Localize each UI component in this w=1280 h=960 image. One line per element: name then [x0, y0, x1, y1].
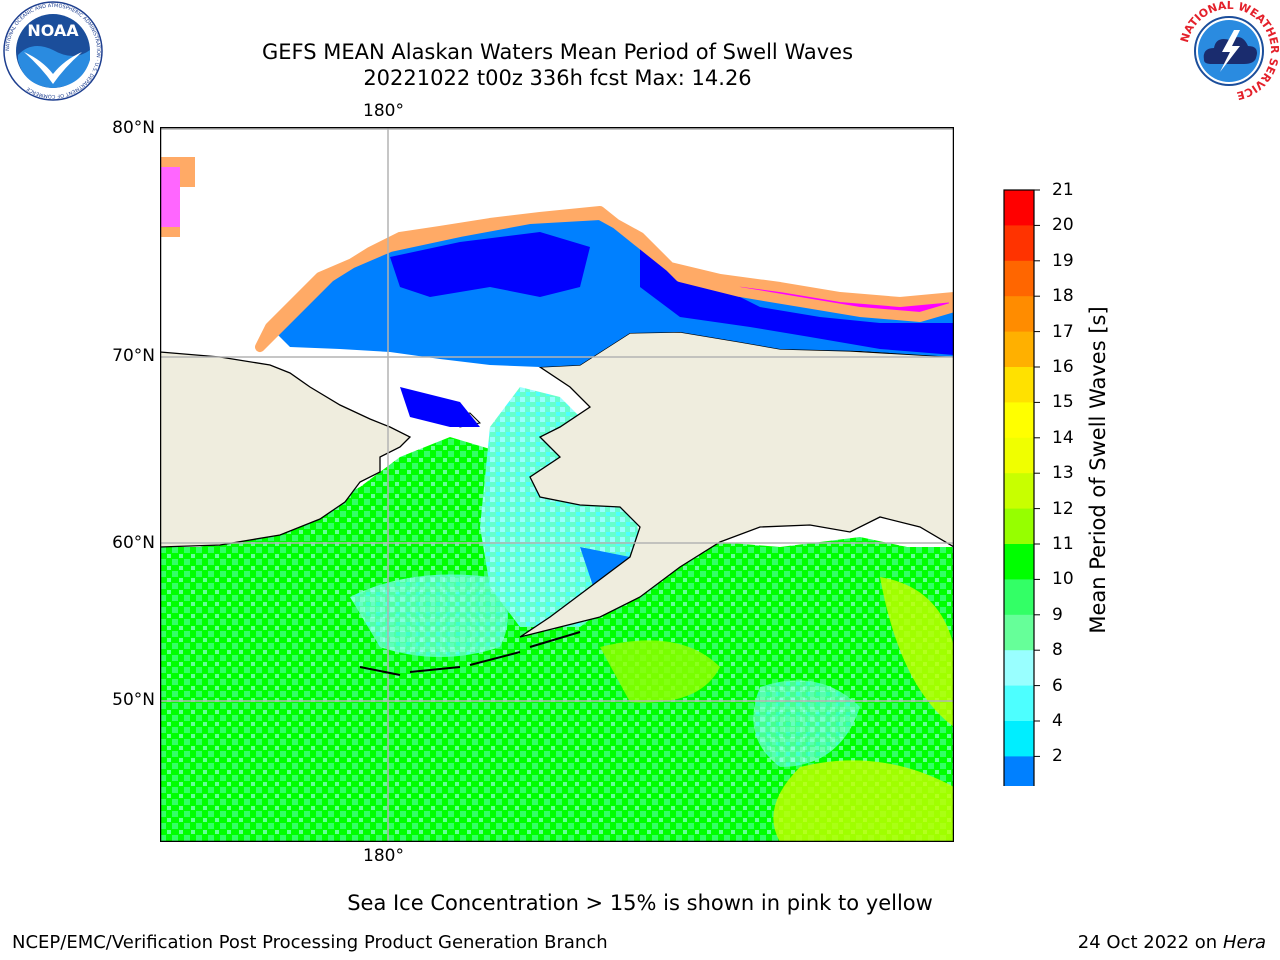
colorbar-tick-label: 14 [1052, 427, 1074, 448]
sea-ice-strip-nw-inner [160, 167, 180, 227]
colorbar-segment [1004, 650, 1034, 687]
deep-blue-patch [400, 387, 480, 427]
noaa-logo: NOAA NATIONAL OCEANIC AND ATMOSPHERIC AD… [3, 1, 103, 101]
colorbar-segment [1004, 614, 1034, 651]
colorbar-tick-label: 4 [1052, 711, 1063, 731]
sea-ice-note: Sea Ice Concentration > 15% is shown in … [347, 891, 933, 915]
colorbar-tick-label: 12 [1052, 498, 1074, 519]
lat-label-80n: 80°N [112, 118, 155, 138]
colorbar-tick-label: 15 [1052, 392, 1074, 413]
swell-period-map [160, 127, 954, 842]
colorbar-tick-label: 8 [1052, 640, 1063, 661]
sea-ice-edge [255, 206, 954, 352]
colorbar-tick-label: 18 [1052, 286, 1074, 307]
colorbar-segment [1004, 367, 1034, 403]
footer-date-text: 24 Oct 2022 on [1077, 932, 1223, 953]
colorbar-frame [1003, 189, 1035, 786]
alaska-land [519, 331, 954, 638]
colorbar-segment [1004, 508, 1034, 545]
colorbar-tick-label: 21 [1052, 180, 1074, 200]
colorbar-segment [1004, 296, 1034, 333]
colorbar-tick-label: 11 [1052, 534, 1074, 554]
map-title: GEFS MEAN Alaskan Waters Mean Period of … [261, 40, 854, 64]
colorbar-tick-label: 20 [1052, 215, 1074, 236]
footer-credit: NCEP/EMC/Verification Post Processing Pr… [12, 932, 608, 953]
colorbar-tick-label: 2 [1052, 746, 1063, 767]
footer-host: Hera [1222, 932, 1266, 953]
colorbar-segment [1004, 190, 1034, 226]
lat-label-70n: 70°N [112, 346, 155, 366]
colorbar-segment [1004, 544, 1034, 580]
deep-blue-patch [640, 247, 954, 355]
colorbar-segment [1004, 331, 1034, 368]
colorbar-tick-label: 13 [1052, 463, 1074, 484]
nws-logo: NATIONAL WEATHER SERVICE [1178, 0, 1280, 102]
high-period-patch [880, 577, 954, 727]
colorbar-tick-label: 6 [1052, 675, 1063, 696]
noaa-logo-text: NOAA [27, 21, 79, 40]
footer-date: 24 Oct 2022 on Hera [1078, 932, 1266, 953]
colorbar-tick-label: 16 [1052, 357, 1074, 377]
colorbar-tick-label: 17 [1052, 321, 1074, 342]
colorbar-tick-label: 19 [1052, 250, 1074, 271]
high-period-patch [600, 640, 720, 703]
deep-blue-patch [390, 232, 590, 297]
colorbar-tick-label: 10 [1052, 569, 1074, 590]
map-border [160, 127, 954, 842]
colorbar-tick-label: 9 [1052, 604, 1063, 625]
lon-label-top: 180° [363, 101, 404, 121]
colorbar-segment [1004, 473, 1034, 510]
colorbar-segment [1004, 685, 1034, 722]
colorbar-segment [1004, 437, 1034, 474]
colorbar-segment [1004, 260, 1034, 297]
low-period-patch [350, 574, 508, 657]
colorbar-segment [1004, 225, 1034, 262]
colorbar-segment [1004, 579, 1034, 616]
colorbar [1003, 189, 1040, 786]
lon-label-bottom: 180° [363, 846, 404, 866]
colorbar-segment [1004, 756, 1034, 786]
high-period-patch [773, 760, 954, 842]
colorbar-segment [1004, 402, 1034, 439]
colorbar-segment [1004, 721, 1034, 757]
low-period-patch [753, 680, 860, 767]
map-subtitle: 20221022 t00z 336h fcst Max: 14.26 [363, 66, 752, 90]
aleutian-islands [359, 631, 581, 676]
lat-label-60n: 60°N [112, 533, 155, 553]
lat-label-50n: 50°N [112, 690, 155, 710]
siberia-land [160, 351, 412, 548]
